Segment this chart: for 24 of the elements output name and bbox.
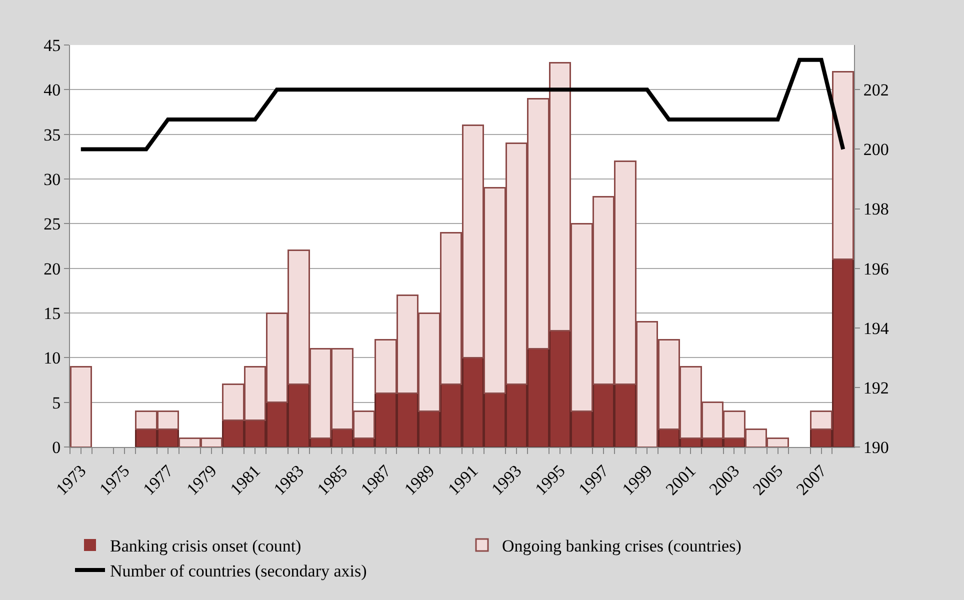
y2-tick-label: 202 bbox=[863, 80, 889, 100]
y-tick-label: 25 bbox=[44, 214, 61, 234]
y2-tick-label: 198 bbox=[863, 200, 889, 219]
y-tick-label: 5 bbox=[52, 393, 61, 412]
legend-label: Ongoing banking crises (countries) bbox=[502, 536, 742, 556]
y2-tick-label: 196 bbox=[863, 259, 889, 278]
y-tick-label: 15 bbox=[44, 304, 61, 323]
y2-tick-label: 200 bbox=[863, 140, 889, 160]
y-tick-label: 20 bbox=[44, 259, 61, 278]
bar bbox=[810, 410, 832, 430]
y2-tick-label: 192 bbox=[863, 378, 889, 398]
bar bbox=[70, 366, 92, 447]
y-tick-label: 45 bbox=[44, 36, 61, 55]
y2-tick-label: 190 bbox=[863, 438, 889, 457]
y2-tick-label: 194 bbox=[863, 318, 890, 338]
legend-label: Number of countries (secondary axis) bbox=[110, 562, 367, 581]
y-tick-label: 10 bbox=[44, 348, 61, 368]
bar bbox=[832, 71, 854, 260]
y-tick-label: 0 bbox=[52, 438, 61, 457]
y-tick-label: 30 bbox=[44, 170, 61, 189]
legend-label: Banking crisis onset (count) bbox=[110, 536, 302, 556]
line-series bbox=[78, 58, 846, 152]
y-tick-label: 35 bbox=[44, 125, 61, 144]
y-tick-label: 40 bbox=[44, 80, 61, 100]
